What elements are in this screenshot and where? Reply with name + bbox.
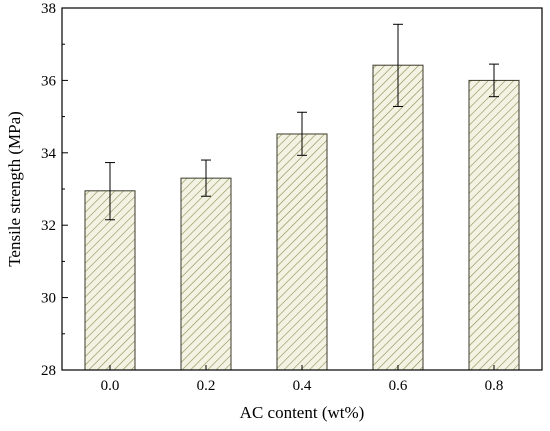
- y-tick-label-38: 38: [41, 1, 56, 17]
- x-axis-title: AC content (wt%): [240, 403, 365, 422]
- bar-0.8: [468, 79, 520, 371]
- x-tick-label-0.4: 0.4: [293, 378, 312, 394]
- x-axis: 0.0 0.2 0.4 0.6 0.8: [101, 365, 504, 394]
- bar-0.0: [84, 190, 136, 371]
- y-tick-label-30: 30: [41, 291, 56, 307]
- y-tick-label-32: 32: [41, 218, 56, 234]
- bar-0.4: [276, 133, 328, 371]
- x-tick-label-0.6: 0.6: [389, 378, 408, 394]
- bar-0.6: [372, 64, 424, 371]
- bar-0.2: [180, 177, 232, 371]
- y-axis: 28 30 32 34 36 38: [41, 1, 68, 379]
- x-tick-label-0.8: 0.8: [485, 378, 504, 394]
- y-tick-label-36: 36: [41, 73, 57, 89]
- bars-layer: [84, 64, 520, 371]
- y-tick-label-34: 34: [41, 146, 57, 162]
- x-tick-label-0.0: 0.0: [101, 378, 120, 394]
- x-tick-label-0.2: 0.2: [197, 378, 216, 394]
- y-tick-label-28: 28: [41, 363, 56, 379]
- error-bars-layer: [105, 23, 499, 221]
- y-axis-title: Tensile strength (MPa): [5, 111, 24, 267]
